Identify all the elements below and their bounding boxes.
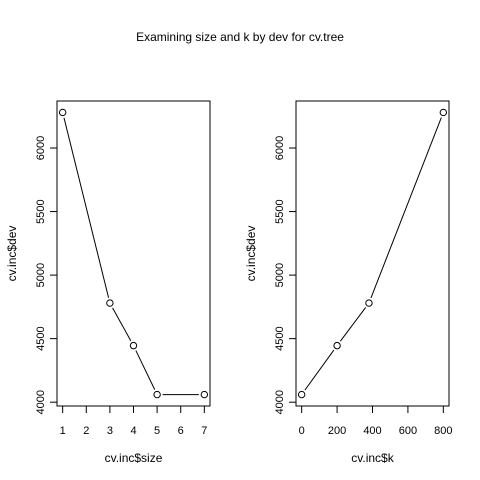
data-point (58, 108, 67, 117)
x-tick-label: 400 (363, 425, 381, 437)
series-line-segment (135, 350, 156, 390)
data-point (153, 390, 161, 399)
x-tick-label: 7 (201, 425, 207, 437)
series-line-segment (339, 307, 367, 342)
plot-frame (56, 100, 211, 407)
data-point (439, 108, 448, 117)
y-tick-label: 4000 (274, 390, 286, 414)
x-tick-label: 800 (434, 425, 452, 437)
chart-panel-k: 0 200 400 600 800 4000 4500 5000 5500 6000 cv.inc$… (244, 100, 453, 465)
y-tick-label: 5000 (274, 263, 286, 287)
x-tick-label: 0 (299, 425, 305, 437)
series-line-segment (304, 349, 335, 391)
plot-frame (295, 100, 450, 407)
x-axis-label: cv.inc$k (351, 451, 394, 465)
series-line-segment (370, 117, 442, 299)
x-tick-label: 600 (399, 425, 417, 437)
y-tick-label: 6000 (35, 136, 47, 160)
y-tick-label: 5500 (35, 199, 47, 223)
data-point (333, 341, 341, 350)
x-axis-label: cv.inc$size (105, 451, 163, 465)
data-point (106, 299, 114, 307)
y-tick-label: 4500 (35, 326, 47, 350)
series-line-segment (112, 307, 132, 342)
data-point (297, 390, 306, 399)
y-axis-label: cv.inc$dev (5, 226, 19, 282)
y-tick-label: 6000 (274, 136, 286, 160)
figure-title: Examining size and k by dev for cv.tree (136, 30, 344, 44)
y-axis-label: cv.inc$dev (244, 226, 258, 282)
x-tick-label: 2 (83, 425, 89, 437)
y-tick-label: 5000 (35, 263, 47, 287)
series-line-segment (63, 117, 110, 298)
y-tick-label: 4000 (35, 390, 47, 414)
x-tick-label: 200 (328, 425, 346, 437)
y-tick-label: 5500 (274, 199, 286, 223)
x-tick-label: 6 (178, 425, 184, 437)
data-point (365, 299, 373, 307)
x-tick-label: 1 (60, 425, 66, 437)
x-tick-label: 3 (107, 425, 113, 437)
data-point (200, 390, 209, 399)
chart-panel-size: 1 2 3 4 5 6 7 4000 4500 5000 5500 6000 cv.inc$size cv… (5, 100, 211, 465)
x-tick-label: 4 (130, 425, 136, 437)
y-tick-label: 4500 (274, 326, 286, 350)
data-point (129, 341, 138, 350)
x-tick-label: 5 (154, 425, 160, 437)
